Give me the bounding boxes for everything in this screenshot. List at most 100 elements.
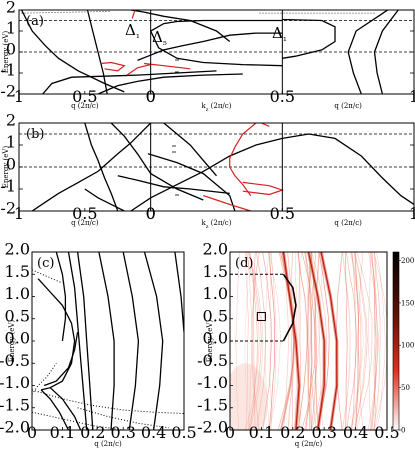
dotted-band-point — [310, 12, 312, 14]
x-tick-label: 0.1 — [50, 423, 75, 442]
band-curve-1 — [76, 252, 94, 430]
faint-ridge — [297, 252, 302, 430]
dotted-band-point — [325, 12, 327, 14]
dotted-band-point — [280, 12, 282, 14]
panel-label: (a) — [26, 14, 44, 29]
dotted-band-point — [322, 12, 324, 14]
x-tick-label: 0.4 — [141, 423, 166, 442]
panel-label: (b) — [26, 127, 44, 142]
y-tick-label: 0 — [6, 40, 16, 59]
x-tick-label: 0.5 — [72, 204, 97, 223]
dotted-band-point — [96, 11, 98, 13]
dotted-band-point — [78, 11, 80, 13]
y-tick-label: 2 — [6, 0, 16, 17]
faint-ridge — [373, 252, 387, 430]
band-curve-7 — [37, 278, 76, 391]
x-axis-label: q (2π/c) — [94, 440, 122, 448]
y-axis-label: Energy (eV) — [8, 320, 16, 363]
dotted-band-point — [370, 12, 372, 14]
dotted-band-3 — [32, 411, 124, 430]
faint-ridge — [244, 252, 251, 430]
dotted-band-point — [54, 11, 56, 13]
faint-ridge — [291, 252, 293, 430]
curves — [32, 252, 184, 430]
dotted-band-point — [27, 12, 29, 14]
faint-ridge — [356, 252, 373, 430]
dotted-band-point — [265, 12, 267, 14]
red-band-curve-0 — [229, 123, 257, 196]
dotted-band-point — [289, 12, 291, 14]
dotted-band-point — [295, 12, 297, 14]
y-tick-label: -1.0 — [0, 373, 30, 392]
dotted-band-point — [301, 12, 303, 14]
bright-ridge-0 — [282, 252, 300, 430]
band-curve-9 — [373, 10, 399, 94]
y-tick-label: -2.0 — [0, 418, 30, 437]
faint-ridge — [311, 252, 327, 430]
band-curve-3 — [122, 252, 140, 430]
faint-ridge — [277, 252, 295, 430]
dotted-band-point — [24, 12, 26, 14]
dotted-band-point — [343, 12, 345, 14]
spectral-wash — [230, 363, 268, 430]
x-tick-label: 0.5 — [72, 87, 97, 106]
colorbar — [392, 251, 400, 431]
dotted-band-point — [81, 11, 83, 13]
dotted-band-point — [72, 11, 74, 13]
band-curve-7 — [282, 18, 336, 59]
band-curve-1 — [84, 123, 119, 211]
dotted-band-point — [361, 12, 363, 14]
faint-ridge — [354, 252, 360, 430]
x-tick-label: 1 — [14, 87, 24, 106]
x-tick-label: 0.1 — [249, 423, 274, 442]
dotted-band-point — [33, 12, 35, 14]
x-tick-label: 1 — [409, 204, 415, 223]
band-annotation-2: Δ₁ — [272, 24, 287, 44]
x-tick-label: 0 — [146, 204, 156, 223]
x-axis-label: q (2π/c) — [334, 219, 362, 227]
dotted-band-point — [90, 11, 92, 13]
y-tick-label: 2.0 — [203, 240, 228, 259]
band-curve-9 — [40, 389, 70, 430]
y-tick-label: 0.0 — [203, 329, 228, 348]
dotted-band-point — [352, 12, 354, 14]
x-tick-label: 0.4 — [343, 423, 368, 442]
dotted-band-point — [358, 12, 360, 14]
dotted-band-point — [42, 12, 44, 14]
faint-ridge — [346, 252, 357, 430]
dotted-band-point — [298, 12, 300, 14]
band-curve-4 — [147, 153, 236, 211]
dotted-band-point — [66, 11, 68, 13]
y-tick-label: -1.5 — [197, 395, 228, 414]
dotted-band-point — [274, 12, 276, 14]
dotted-band-point — [69, 11, 71, 13]
y-tick-label: 1.0 — [203, 284, 228, 303]
x-axis-label: q (2π/c) — [71, 219, 99, 227]
frame — [31, 251, 185, 431]
band-curve-8 — [347, 10, 389, 94]
band-curve-2 — [98, 252, 115, 430]
x-tick-label: 1 — [14, 204, 24, 223]
curves — [31, 123, 414, 211]
y-tick-label: 0.0 — [5, 329, 30, 348]
band-curve-10 — [49, 387, 82, 430]
x-tick-label: 0.5 — [270, 87, 295, 106]
y-tick-label: 1 — [6, 133, 16, 152]
dotted-band-point — [328, 12, 330, 14]
dotted-band-point — [334, 12, 336, 14]
dotted-band-point — [60, 11, 62, 13]
band-curve-4 — [97, 73, 243, 94]
faint-ridge — [307, 252, 311, 430]
dotted-band-point — [102, 11, 104, 13]
dotted-band-point — [346, 12, 348, 14]
y-tick-label: 1.5 — [5, 262, 30, 281]
band-curve-3 — [130, 10, 231, 43]
red-band-curve-3 — [261, 123, 270, 127]
x-axis-label: q (2π/c) — [334, 102, 362, 110]
faint-ridge — [268, 252, 275, 430]
y-tick-label: 2 — [6, 111, 16, 130]
faint-ridge — [367, 252, 372, 430]
y-tick-label: -1 — [0, 177, 16, 196]
colorbar-tick-label: 150 — [401, 299, 414, 307]
